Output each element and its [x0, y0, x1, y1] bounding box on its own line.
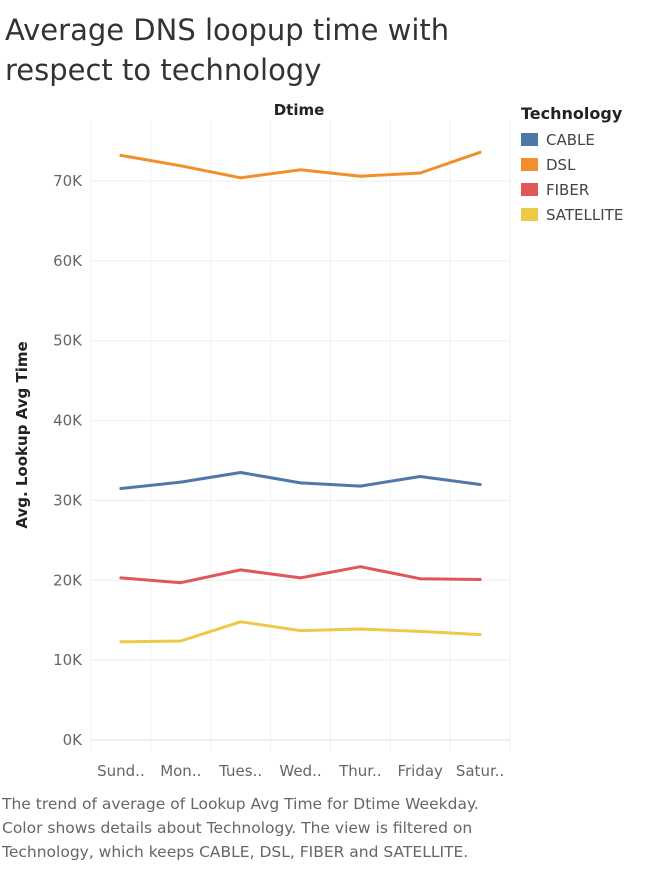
- y-axis-title: Avg. Lookup Avg Time: [13, 341, 31, 528]
- series-line-cable[interactable]: [121, 473, 480, 489]
- data-point-cable[interactable]: [179, 481, 182, 484]
- legend-item-satellite[interactable]: SATELLITE: [521, 202, 623, 227]
- data-point-dsl[interactable]: [119, 154, 122, 157]
- legend-swatch-fiber: [521, 183, 538, 196]
- legend-label-dsl: DSL: [546, 156, 575, 174]
- y-axis: 0K 10K 20K 30K 40K 50K 60K 70K: [53, 172, 83, 749]
- x-tick-label: Mon..: [160, 762, 201, 780]
- data-point-cable[interactable]: [359, 485, 362, 488]
- data-point-satellite[interactable]: [419, 630, 422, 633]
- x-tick-label: Satur..: [456, 762, 504, 780]
- data-point-satellite[interactable]: [119, 640, 122, 643]
- x-tick-label: Tues..: [218, 762, 262, 780]
- data-point-dsl[interactable]: [359, 175, 362, 178]
- legend-label-fiber: FIBER: [546, 181, 589, 199]
- data-point-dsl[interactable]: [239, 176, 242, 179]
- legend-swatch-satellite: [521, 208, 538, 221]
- x-tick-label: Sund..: [97, 762, 145, 780]
- data-point-cable[interactable]: [419, 475, 422, 478]
- legend-item-cable[interactable]: CABLE: [521, 127, 623, 152]
- y-tick-label: 40K: [53, 412, 83, 430]
- data-point-satellite[interactable]: [479, 633, 482, 636]
- data-point-fiber[interactable]: [119, 576, 122, 579]
- x-axis-title: Dtime: [274, 101, 325, 119]
- data-point-satellite[interactable]: [359, 627, 362, 630]
- data-point-cable[interactable]: [239, 471, 242, 474]
- data-point-fiber[interactable]: [299, 576, 302, 579]
- x-tick-label: Thur..: [338, 762, 382, 780]
- data-point-fiber[interactable]: [239, 568, 242, 571]
- data-point-dsl[interactable]: [419, 172, 422, 175]
- y-tick-label: 70K: [53, 172, 83, 190]
- legend-swatch-cable: [521, 133, 538, 146]
- data-point-cable[interactable]: [299, 481, 302, 484]
- y-tick-label: 30K: [53, 491, 83, 509]
- data-point-dsl[interactable]: [179, 164, 182, 167]
- y-tick-label: 20K: [53, 571, 83, 589]
- legend-title: Technology: [521, 104, 623, 123]
- data-point-satellite[interactable]: [239, 620, 242, 623]
- data-point-satellite[interactable]: [299, 629, 302, 632]
- y-tick-label: 0K: [63, 731, 84, 749]
- legend-label-satellite: SATELLITE: [546, 206, 623, 224]
- x-tick-label: Friday: [397, 762, 443, 780]
- legend-item-dsl[interactable]: DSL: [521, 152, 623, 177]
- chart-caption: The trend of average of Lookup Avg Time …: [2, 792, 522, 864]
- y-tick-label: 50K: [53, 332, 83, 350]
- data-point-satellite[interactable]: [179, 639, 182, 642]
- data-point-cable[interactable]: [119, 487, 122, 490]
- series-lines: [119, 151, 481, 644]
- y-tick-label: 10K: [53, 651, 83, 669]
- series-line-dsl[interactable]: [121, 152, 480, 178]
- data-point-fiber[interactable]: [179, 581, 182, 584]
- data-point-fiber[interactable]: [419, 577, 422, 580]
- y-tick-label: 60K: [53, 252, 83, 270]
- data-point-cable[interactable]: [479, 483, 482, 486]
- data-point-dsl[interactable]: [479, 151, 482, 154]
- legend-swatch-dsl: [521, 158, 538, 171]
- x-axis: Sund.. Mon.. Tues.. Wed.. Thur.. Friday Satur.…: [97, 762, 504, 780]
- data-point-fiber[interactable]: [479, 578, 482, 581]
- legend-label-cable: CABLE: [546, 131, 595, 149]
- legend-item-fiber[interactable]: FIBER: [521, 177, 623, 202]
- data-point-dsl[interactable]: [299, 168, 302, 171]
- legend: Technology CABLE DSL FIBER SATELLITE: [521, 104, 623, 227]
- data-point-fiber[interactable]: [359, 565, 362, 568]
- gridlines: [91, 120, 510, 752]
- x-tick-label: Wed..: [279, 762, 321, 780]
